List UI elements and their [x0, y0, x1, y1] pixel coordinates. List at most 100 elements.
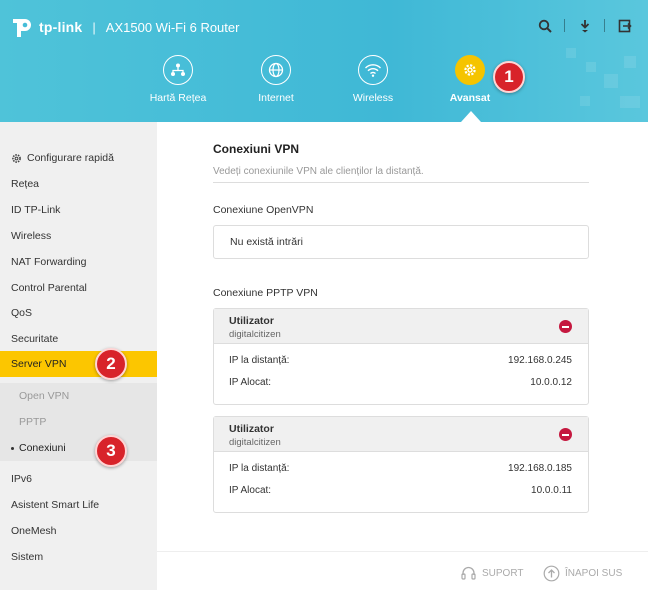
submenu-item-label: Open VPN	[19, 390, 70, 402]
sidebar-item-label: QoS	[11, 307, 33, 319]
router-model: AX1500 Wi-Fi 6 Router	[105, 19, 240, 35]
vpn-submenu: Open VPN PPTP Conexiuni	[0, 383, 157, 461]
assigned-ip-label: IP Alocat:	[229, 377, 272, 388]
page-title: Conexiuni VPN	[213, 142, 300, 156]
step-badge-3: 3	[95, 435, 127, 467]
sidebar-item-onemesh[interactable]: OneMesh	[0, 518, 157, 544]
sidebar-item-label: IPv6	[11, 473, 33, 485]
search-icon[interactable]	[537, 18, 552, 33]
sidebar-item-ipv6[interactable]: IPv6	[0, 466, 157, 492]
sidebar-item-label: OneMesh	[11, 525, 57, 537]
submenu-item-open-vpn[interactable]: Open VPN	[0, 383, 157, 409]
gear-icon	[11, 153, 22, 164]
remote-ip-value: 192.168.0.185	[508, 463, 572, 474]
assigned-ip-label: IP Alocat:	[229, 485, 272, 496]
empty-message: Nu există intrări	[230, 236, 303, 248]
sidebar-item-smart-life[interactable]: Asistent Smart Life	[0, 492, 157, 518]
nav-label: Hartă Rețea	[149, 92, 207, 104]
sidebar-item-label: Sistem	[11, 551, 44, 563]
sidebar-item-label: Server VPN	[11, 358, 67, 370]
nav-internet[interactable]: Internet	[231, 55, 321, 104]
header-divider	[604, 19, 605, 32]
remote-ip-row: IP la distanță: 192.168.0.245	[214, 349, 588, 371]
nav-label: Avansat	[449, 92, 491, 104]
headset-icon	[460, 565, 477, 582]
nav-wireless[interactable]: Wireless	[328, 55, 418, 104]
disconnect-button[interactable]	[559, 320, 572, 333]
disconnect-button[interactable]	[559, 428, 572, 441]
sidebar-item-label: Rețea	[11, 178, 40, 190]
assigned-ip-value: 10.0.0.11	[531, 485, 572, 496]
sidebar-item-network[interactable]: Rețea	[0, 171, 157, 197]
pptp-section-label: Conexiune PPTP VPN	[213, 287, 318, 299]
sidebar-item-label: Control Parental	[11, 282, 87, 294]
sidebar-item-vpn-server[interactable]: Server VPN	[0, 351, 157, 377]
tplink-logo-icon	[10, 15, 34, 39]
footer: SUPORT ÎNAPOI SUS	[157, 551, 648, 590]
gear-icon	[455, 55, 485, 85]
openvpn-section-label: Conexiune OpenVPN	[213, 204, 314, 216]
main-nav: Hartă Rețea Internet Wireless Avansat	[0, 55, 648, 122]
minus-icon	[562, 325, 569, 328]
sidebar-item-security[interactable]: Securitate	[0, 326, 157, 352]
back-to-top-label: ÎNAPOI SUS	[565, 568, 623, 579]
connection-card-header: Utilizator digitalcitizen	[214, 309, 588, 344]
sidebar-item-qos[interactable]: QoS	[0, 300, 157, 326]
sidebar-item-label: Asistent Smart Life	[11, 499, 100, 511]
sidebar: Configurare rapidă Rețea ID TP-Link Wire…	[0, 122, 157, 590]
submenu-item-connections[interactable]: Conexiuni	[0, 435, 157, 461]
network-map-icon	[163, 55, 193, 85]
globe-icon	[261, 55, 291, 85]
step-badge-1: 1	[493, 61, 525, 93]
pptp-connection-card: Utilizator digitalcitizen IP la distanță…	[213, 416, 589, 513]
header-divider	[564, 19, 565, 32]
assigned-ip-value: 10.0.0.12	[530, 377, 572, 388]
wifi-icon	[358, 55, 388, 85]
nav-label: Wireless	[352, 92, 394, 104]
user-name: digitalcitizen	[229, 329, 281, 340]
download-icon[interactable]	[577, 18, 592, 33]
sidebar-item-system[interactable]: Sistem	[0, 544, 157, 570]
sidebar-item-label: ID TP-Link	[11, 204, 61, 216]
remote-ip-label: IP la distanță:	[229, 355, 290, 366]
support-link[interactable]: SUPORT	[460, 565, 524, 582]
sidebar-item-label: NAT Forwarding	[11, 256, 87, 268]
sidebar-item-tplink-id[interactable]: ID TP-Link	[0, 197, 157, 223]
sidebar-item-nat-forwarding[interactable]: NAT Forwarding	[0, 249, 157, 275]
user-label: Utilizator	[229, 315, 274, 327]
title-divider	[213, 182, 589, 183]
connection-card-header: Utilizator digitalcitizen	[214, 417, 588, 452]
submenu-item-pptp[interactable]: PPTP	[0, 409, 157, 435]
remote-ip-value: 192.168.0.245	[508, 355, 572, 366]
nav-network-map[interactable]: Hartă Rețea	[133, 55, 223, 104]
page-description: Vedeți conexiunile VPN ale clienților la…	[213, 166, 424, 177]
main-content: Conexiuni VPN Vedeți conexiunile VPN ale…	[157, 122, 648, 590]
sidebar-item-quick-setup[interactable]: Configurare rapidă	[0, 145, 157, 171]
current-item-dot	[11, 446, 14, 450]
nav-advanced[interactable]: Avansat	[425, 55, 515, 104]
top-header: tp-link | AX1500 Wi-Fi 6 Router Hartă Re…	[0, 0, 648, 122]
brand-separator: |	[92, 19, 96, 35]
submenu-item-label: PPTP	[19, 416, 47, 428]
assigned-ip-row: IP Alocat: 10.0.0.12	[214, 371, 588, 393]
tplink-logo: tp-link | AX1500 Wi-Fi 6 Router	[10, 15, 239, 39]
user-name: digitalcitizen	[229, 437, 281, 448]
sidebar-item-parental-control[interactable]: Control Parental	[0, 275, 157, 301]
minus-icon	[562, 433, 569, 436]
back-to-top-link[interactable]: ÎNAPOI SUS	[543, 565, 622, 582]
remote-ip-row: IP la distanță: 192.168.0.185	[214, 457, 588, 479]
active-nav-pointer	[461, 111, 481, 122]
openvpn-connections-table: Nu există intrări	[213, 225, 589, 259]
pptp-connection-card: Utilizator digitalcitizen IP la distanță…	[213, 308, 589, 405]
header-actions	[537, 18, 632, 33]
sidebar-item-label: Wireless	[11, 230, 52, 242]
brand-name: tp-link	[39, 19, 83, 35]
sidebar-item-wireless[interactable]: Wireless	[0, 223, 157, 249]
submenu-item-label: Conexiuni	[19, 442, 66, 454]
arrow-up-icon	[543, 565, 560, 582]
step-badge-2: 2	[95, 348, 127, 380]
remote-ip-label: IP la distanță:	[229, 463, 290, 474]
logout-icon[interactable]	[617, 18, 632, 33]
nav-label: Internet	[258, 92, 294, 104]
sidebar-item-label: Securitate	[11, 333, 59, 345]
